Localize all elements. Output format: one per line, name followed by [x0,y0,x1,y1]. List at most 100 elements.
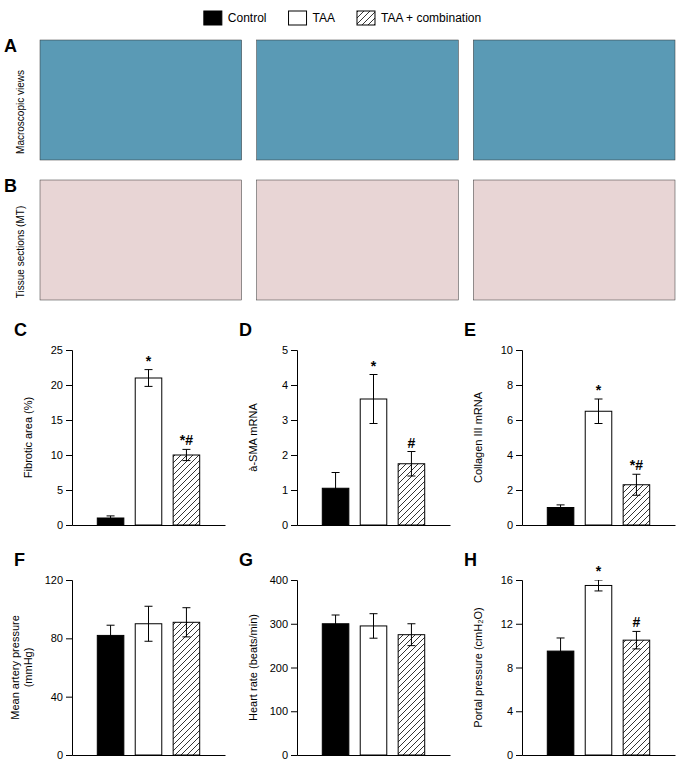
y-tick-mark [291,420,297,421]
y-tick-mark [516,624,522,625]
y-tick: 16 [501,574,522,586]
image-placeholder [473,180,675,300]
panel-label: F [14,550,25,570]
error-cap [557,510,565,511]
y-label-line: (mmHg) [22,648,34,688]
error-stem [560,638,561,664]
y-tick: 12 [501,618,522,630]
error-cap [370,638,378,639]
error-cap [632,631,640,632]
y-tick-label: 0 [282,749,288,761]
y-tick-mark [516,455,522,456]
y-tick-label: 5 [57,484,63,496]
annotation: * [596,563,602,579]
y-tick-mark [516,420,522,421]
y-tick-label: 10 [501,344,513,356]
bar [547,651,574,755]
y-tick-label: 25 [51,344,63,356]
error-cap [145,606,153,607]
bar-panel: 04080120Mean artery pressure(mmHg)F [9,550,226,761]
x-axis [523,525,676,526]
bar [547,508,574,526]
y-tick-label: 2 [507,484,513,496]
bar [97,635,124,755]
legend: ControlTAATAA + combination [204,11,481,25]
annotation: *# [180,432,193,448]
y-tick-mark [66,350,72,351]
error-cap [407,451,415,452]
y-tick-mark [66,420,72,421]
panel-label: B [4,176,17,196]
y-tick: 200 [270,662,297,674]
y-tick-label: 8 [507,662,513,674]
error-cap [632,495,640,496]
error-bar [407,452,415,477]
y-tick-label: 6 [507,414,513,426]
error-cap [632,474,640,475]
y-tick-label: 12 [501,618,513,630]
y-tick-label: 0 [507,519,513,531]
y-tick: 10 [51,449,72,461]
y-tick-label: 40 [51,691,63,703]
y-tick-label: 0 [282,519,288,531]
error-stem [110,625,111,645]
y-label-line: Collagen III mRNA [472,391,484,483]
error-cap [332,615,340,616]
y-tick: 2 [282,449,297,461]
error-cap [407,476,415,477]
x-axis-line [523,755,676,756]
error-stem [335,615,336,633]
bar [623,640,650,755]
x-axis-line [73,525,226,526]
y-tick-label: 4 [507,705,513,717]
error-stem [148,606,149,641]
y-tick: 8 [507,662,522,674]
y-tick-mark [66,455,72,456]
y-tick-mark [516,668,522,669]
y-axis-line [291,581,298,756]
bars [547,399,649,525]
y-tick: 0 [57,749,72,761]
error-cap [557,664,565,665]
panel-label: G [239,550,253,570]
legend-label: Control [228,11,267,25]
y-tick: 5 [282,344,297,356]
y-tick: 120 [45,574,72,586]
y-tick-mark [66,697,72,698]
image-placeholder [473,40,675,160]
y-tick-mark [291,525,297,526]
bar [360,626,387,755]
error-bar [332,473,340,505]
y-tick-mark [516,580,522,581]
y-label: Fibrotic area (%) [22,397,34,478]
annotation: * [146,353,152,369]
error-bar [182,608,190,637]
error-bar [145,606,153,641]
y-label: Heart rate (beats/min) [247,614,259,721]
y-tick-label: 10 [51,449,63,461]
bars [97,606,199,755]
image-row: AMacroscopic views [4,36,675,160]
x-axis-line [523,525,676,526]
y-tick-mark [66,490,72,491]
y-label: à-SMA mRNA [247,403,259,472]
error-stem [335,473,336,505]
error-cap [595,590,603,591]
error-cap [332,632,340,633]
y-axis: 04080120 [45,574,73,761]
y-tick-label: 120 [45,574,63,586]
error-bar [370,614,378,639]
y-tick-mark [516,385,522,386]
error-stem [148,370,149,387]
y-axis: 012345 [282,344,298,531]
y-tick: 100 [270,705,297,717]
annotation: * [371,358,377,374]
x-axis [523,755,676,756]
error-cap [595,423,603,424]
y-tick: 10 [501,344,522,356]
y-tick-mark [516,525,522,526]
y-axis: 0481216 [501,574,523,761]
x-axis-line [298,525,451,526]
y-tick-label: 100 [270,705,288,717]
y-tick-mark [66,638,72,639]
